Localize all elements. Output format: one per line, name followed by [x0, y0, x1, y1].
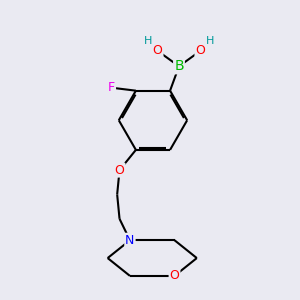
Text: F: F [108, 81, 115, 94]
Text: O: O [195, 44, 205, 57]
Text: B: B [174, 59, 184, 73]
Text: H: H [144, 36, 152, 46]
Text: N: N [125, 234, 135, 247]
Text: O: O [169, 269, 179, 282]
Text: O: O [153, 44, 163, 57]
Text: O: O [115, 164, 124, 177]
Text: H: H [206, 36, 214, 46]
